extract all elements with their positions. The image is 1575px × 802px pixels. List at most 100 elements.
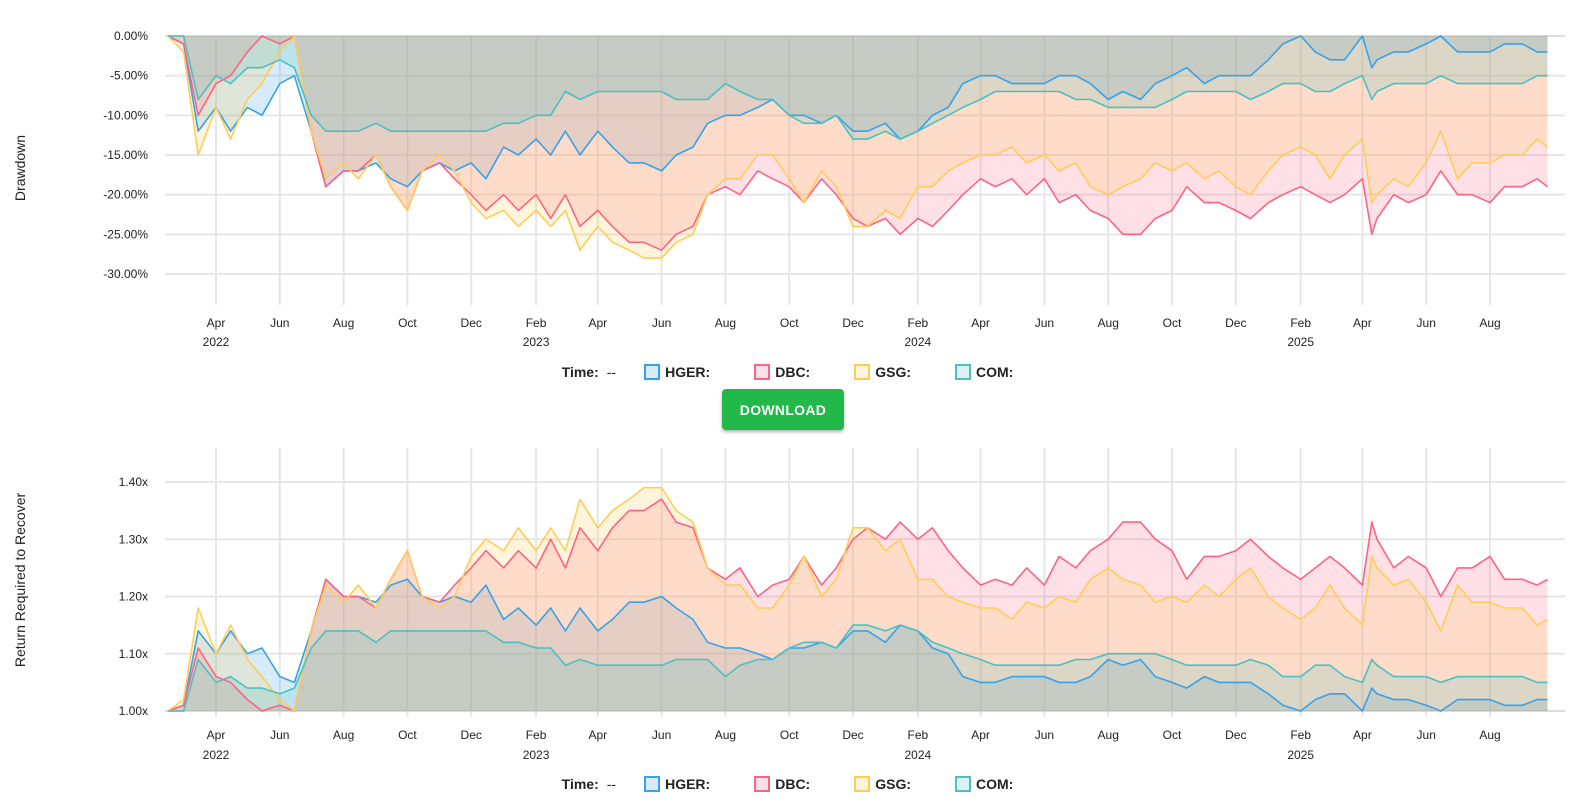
dbc-swatch — [754, 364, 771, 380]
legend-item-com[interactable]: COM: — [955, 776, 1013, 792]
legend-label: GSG: — [875, 364, 911, 380]
x-tick-label: Apr — [971, 316, 990, 330]
dbc-area — [167, 499, 1548, 711]
x-tick-label: Feb — [1290, 728, 1311, 742]
legend-item-dbc[interactable]: DBC: — [754, 776, 810, 792]
legend-item-com[interactable]: COM: — [955, 364, 1013, 380]
x-year-label: 2024 — [904, 748, 931, 762]
x-year-label: 2025 — [1287, 335, 1314, 349]
com-area — [167, 625, 1548, 711]
time-value: -- — [606, 776, 617, 792]
y-tick-label: 0.00% — [114, 29, 148, 43]
y-tick-label: 1.10x — [119, 647, 148, 661]
legend-time: Time: -- — [562, 364, 616, 380]
x-tick-label: Apr — [588, 316, 607, 330]
x-tick-label: Oct — [1163, 728, 1182, 742]
y-tick-label: 1.30x — [119, 532, 148, 546]
x-tick-label: Apr — [971, 728, 990, 742]
time-label: Time: — [561, 776, 599, 792]
y-tick-label: -25.00% — [103, 227, 148, 241]
x-tick-label: Apr — [588, 728, 607, 742]
legend-label: COM: — [976, 776, 1014, 792]
x-tick-label: Jun — [652, 316, 671, 330]
x-tick-label: Oct — [398, 316, 417, 330]
time-value: -- — [606, 364, 617, 380]
dbc-area — [167, 36, 1548, 251]
gsg-swatch — [854, 364, 871, 380]
x-tick-label: Oct — [1163, 316, 1182, 330]
x-tick-label: Feb — [908, 316, 929, 330]
x-tick-label: Oct — [398, 728, 417, 742]
x-tick-label: Feb — [1290, 316, 1311, 330]
x-tick-label: Aug — [1479, 316, 1500, 330]
drawdown-chart[interactable]: 0.00% -5.00% -10.00% -15.00% -20.00% -25.00% -… — [0, 0, 1575, 360]
y-tick-label: -15.00% — [103, 148, 148, 162]
x-year-label: 2024 — [904, 335, 931, 349]
y-tick-label: 1.40x — [119, 475, 148, 489]
recovery-chart[interactable]: 1.00x 1.10x 1.20x 1.30x 1.40x Apr 2022 Jun Aug Oc… — [0, 440, 1575, 770]
legend-label: HGER: — [665, 776, 711, 792]
legend-item-hger[interactable]: HGER: — [644, 776, 710, 792]
legend-item-gsg[interactable]: GSG: — [854, 364, 911, 380]
x-tick-label: Aug — [1479, 728, 1500, 742]
legend-label: DBC: — [775, 364, 811, 380]
x-tick-label: Aug — [1098, 316, 1119, 330]
x-tick-label: Apr — [1353, 728, 1372, 742]
legend-label: HGER: — [665, 364, 711, 380]
gsg-swatch — [854, 776, 871, 792]
x-tick-label: Aug — [333, 728, 354, 742]
dbc-swatch — [754, 776, 771, 792]
x-tick-label: Dec — [461, 316, 482, 330]
y-tick-label: -20.00% — [103, 188, 148, 202]
download-button[interactable]: DOWNLOAD — [722, 389, 844, 430]
x-tick-label: Dec — [1225, 728, 1246, 742]
x-tick-label: Apr — [207, 728, 226, 742]
x-tick-label: Feb — [908, 728, 929, 742]
x-tick-label: Oct — [780, 728, 799, 742]
x-tick-label: Jun — [270, 316, 289, 330]
x-tick-label: Dec — [461, 728, 482, 742]
com-swatch — [955, 776, 971, 792]
x-tick-label: Dec — [842, 728, 863, 742]
y-tick-label: -30.00% — [103, 267, 148, 281]
x-tick-label: Aug — [1098, 728, 1119, 742]
x-tick-label: Apr — [1353, 316, 1372, 330]
x-year-label: 2025 — [1287, 748, 1314, 762]
x-year-label: 2022 — [203, 335, 230, 349]
x-tick-label: Feb — [526, 316, 547, 330]
legend-item-hger[interactable]: HGER: — [644, 364, 710, 380]
recovery-legend: Time: -- HGER: DBC: GSG: COM: — [0, 776, 1575, 792]
legend-label: COM: — [976, 364, 1014, 380]
gsg-line — [167, 35, 1548, 259]
com-line — [167, 35, 1548, 140]
legend-label: DBC: — [775, 776, 811, 792]
y-tick-label: 1.20x — [119, 590, 148, 604]
x-tick-label: Jun — [1417, 316, 1436, 330]
x-tick-label: Dec — [1225, 316, 1246, 330]
com-area — [167, 36, 1548, 140]
x-tick-label: Jun — [1417, 728, 1436, 742]
hger-line — [167, 35, 1548, 188]
drawdown-legend: Time: -- HGER: DBC: GSG: COM: — [0, 364, 1575, 380]
legend-item-gsg[interactable]: GSG: — [854, 776, 911, 792]
gsg-area — [167, 487, 1548, 711]
y-tick-label: 1.00x — [119, 704, 148, 718]
hger-swatch — [644, 776, 661, 792]
com-swatch — [955, 364, 971, 380]
x-year-label: 2022 — [203, 748, 230, 762]
com-line — [167, 624, 1548, 712]
time-label: Time: — [561, 364, 599, 380]
x-tick-label: Feb — [526, 728, 547, 742]
x-year-label: 2023 — [523, 335, 550, 349]
x-tick-label: Aug — [333, 316, 354, 330]
legend-label: GSG: — [875, 776, 911, 792]
y-tick-label: -5.00% — [110, 69, 148, 83]
x-tick-label: Oct — [780, 316, 799, 330]
hger-line — [167, 578, 1548, 712]
y-tick-label: -10.00% — [103, 108, 148, 122]
gsg-line — [167, 486, 1548, 712]
x-tick-label: Jun — [652, 728, 671, 742]
x-tick-label: Jun — [270, 728, 289, 742]
legend-time: Time: -- — [562, 776, 616, 792]
legend-item-dbc[interactable]: DBC: — [754, 364, 810, 380]
